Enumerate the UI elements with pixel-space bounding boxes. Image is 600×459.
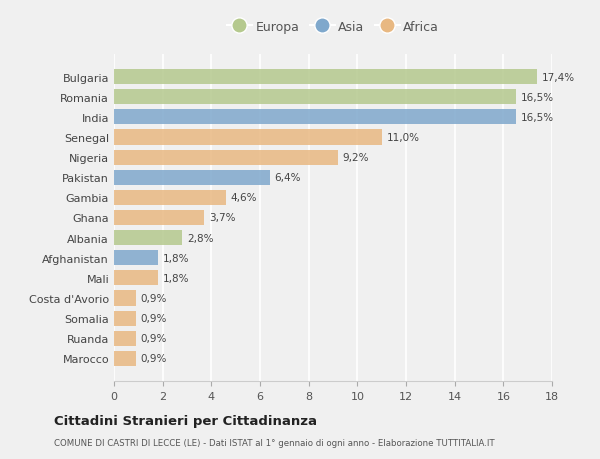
Bar — [114, 351, 136, 366]
Text: 1,8%: 1,8% — [163, 273, 189, 283]
Bar — [114, 170, 270, 185]
Text: COMUNE DI CASTRI DI LECCE (LE) - Dati ISTAT al 1° gennaio di ogni anno - Elabora: COMUNE DI CASTRI DI LECCE (LE) - Dati IS… — [54, 438, 494, 447]
Bar — [114, 271, 158, 286]
Bar — [114, 291, 136, 306]
Text: 0,9%: 0,9% — [141, 353, 167, 364]
Bar — [114, 130, 382, 145]
Text: 1,8%: 1,8% — [163, 253, 189, 263]
Bar — [114, 150, 338, 165]
Text: 0,9%: 0,9% — [141, 293, 167, 303]
Text: 16,5%: 16,5% — [520, 112, 553, 123]
Text: Cittadini Stranieri per Cittadinanza: Cittadini Stranieri per Cittadinanza — [54, 414, 317, 428]
Text: 3,7%: 3,7% — [209, 213, 235, 223]
Bar — [114, 110, 515, 125]
Text: 16,5%: 16,5% — [520, 93, 553, 102]
Bar — [114, 331, 136, 346]
Text: 4,6%: 4,6% — [231, 193, 257, 203]
Legend: Europa, Asia, Africa: Europa, Asia, Africa — [222, 16, 444, 39]
Text: 6,4%: 6,4% — [275, 173, 301, 183]
Bar — [114, 251, 158, 266]
Bar — [114, 70, 538, 85]
Text: 17,4%: 17,4% — [542, 73, 575, 83]
Text: 0,9%: 0,9% — [141, 313, 167, 324]
Bar — [114, 90, 515, 105]
Text: 11,0%: 11,0% — [386, 133, 419, 143]
Bar — [114, 211, 204, 225]
Text: 9,2%: 9,2% — [343, 153, 369, 163]
Bar — [114, 230, 182, 246]
Bar — [114, 190, 226, 206]
Bar — [114, 311, 136, 326]
Text: 2,8%: 2,8% — [187, 233, 214, 243]
Text: 0,9%: 0,9% — [141, 334, 167, 343]
